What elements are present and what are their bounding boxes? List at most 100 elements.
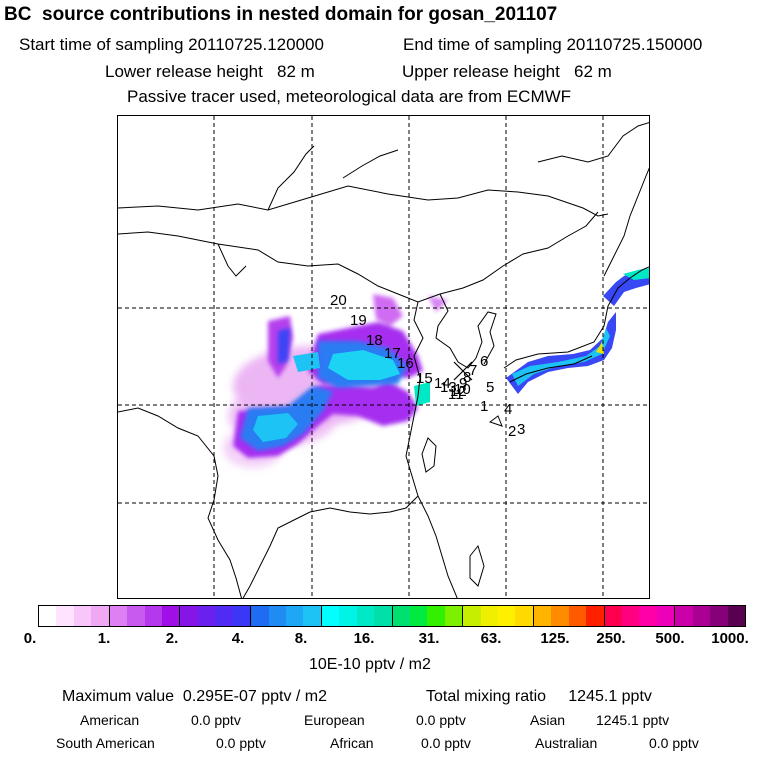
colorbar-swatch xyxy=(215,606,233,626)
colorbar-tick-label: 31. xyxy=(418,630,440,647)
total-mixing-ratio: Total mixing ratio 1245.1 pptv xyxy=(426,688,652,705)
american-value: 0.0 pptv xyxy=(191,712,241,728)
colorbar-swatch xyxy=(675,606,693,626)
label-14: 14 xyxy=(434,375,451,392)
colorbar-swatch xyxy=(56,606,74,626)
plume-cyan xyxy=(253,350,430,442)
colorbar-interval-2 xyxy=(180,606,252,626)
tracer-note: Passive tracer used, meteorological data… xyxy=(127,87,572,106)
asian-value: 1245.1 pptv xyxy=(596,712,670,728)
label-19: 19 xyxy=(350,312,367,329)
colorbar-swatch xyxy=(392,606,410,626)
label-10: 10 xyxy=(454,381,471,398)
colorbar-swatch xyxy=(180,606,198,626)
colorbar-tick-label: 125. xyxy=(540,630,570,647)
colorbar-swatch xyxy=(374,606,392,626)
colorbar-swatch xyxy=(444,606,463,626)
label-1: 1 xyxy=(480,398,488,415)
colorbar-interval-9 xyxy=(675,606,746,626)
european-label: European xyxy=(304,712,365,728)
label-15: 15 xyxy=(416,370,433,387)
colorbar-swatch xyxy=(73,606,92,626)
colorbar-interval-5 xyxy=(392,606,464,626)
colorbar-tick-label: 63. xyxy=(480,630,502,647)
colorbar-swatch xyxy=(268,606,286,626)
release-labels: 1 2 3 4 5 6 7 8 9 10 11 12 13 14 15 16 1… xyxy=(330,292,525,440)
label-8: 8 xyxy=(463,369,471,386)
colorbar-swatch xyxy=(251,606,269,626)
colorbar-tick-label: 0. xyxy=(23,630,37,647)
label-4: 4 xyxy=(504,401,512,418)
american-label: American xyxy=(80,712,140,728)
colorbar-interval-8 xyxy=(604,606,676,626)
colorbar-swatch xyxy=(463,606,481,626)
colorbar-tick-label: 8. xyxy=(294,630,308,647)
colorbar xyxy=(38,605,746,627)
colorbar-swatch xyxy=(692,606,711,626)
label-9: 9 xyxy=(459,375,467,392)
australian-label: Australian xyxy=(535,735,598,751)
label-5: 5 xyxy=(486,379,494,396)
colorbar-swatch xyxy=(498,606,516,626)
release-point-marker xyxy=(453,361,473,381)
colorbar-swatch xyxy=(533,606,552,626)
colorbar-swatch xyxy=(39,606,57,626)
colorbar-interval-4 xyxy=(321,606,393,626)
colorbar-swatch xyxy=(604,606,623,626)
coastlines xyxy=(118,122,649,598)
maximum-value: Maximum value 0.295E-07 pptv / m2 xyxy=(62,688,328,705)
colorbar-swatch xyxy=(727,606,746,626)
colorbar-tick-label: 250. xyxy=(596,630,626,647)
colorbar-swatch xyxy=(480,606,499,626)
colorbar-swatch xyxy=(91,606,109,626)
colorbar-swatch xyxy=(586,606,604,626)
label-20: 20 xyxy=(330,292,347,309)
colorbar-swatch xyxy=(427,606,445,626)
upper-release-height: Upper release height 62 m xyxy=(402,62,612,81)
south-american-label: South American xyxy=(56,735,155,751)
colorbar-interval-3 xyxy=(251,606,322,626)
colorbar-swatch xyxy=(232,606,251,626)
label-3: 3 xyxy=(517,421,525,438)
colorbar-swatch xyxy=(515,606,533,626)
label-16: 16 xyxy=(397,355,414,372)
lower-release-height: Lower release height 82 m xyxy=(105,62,315,81)
label-18: 18 xyxy=(366,332,383,349)
label-12: 12 xyxy=(450,383,467,400)
map-graticule xyxy=(118,116,649,598)
label-13: 13 xyxy=(440,379,457,396)
colorbar-swatch xyxy=(197,606,216,626)
colorbar-swatch xyxy=(109,606,128,626)
colorbar-tick-label: 500. xyxy=(655,630,685,647)
colorbar-swatch xyxy=(622,606,640,626)
colorbar-swatch xyxy=(551,606,569,626)
colorbar-swatch xyxy=(339,606,357,626)
colorbar-interval-6 xyxy=(463,606,534,626)
plot-title: BC source contributions in nested domain… xyxy=(4,4,558,25)
label-6: 6 xyxy=(480,353,488,370)
colorbar-interval-1 xyxy=(109,606,181,626)
label-17: 17 xyxy=(384,345,401,362)
colorbar-tick-label: 16. xyxy=(353,630,375,647)
map-canvas: 1 2 3 4 5 6 7 8 9 10 11 12 13 14 15 16 1… xyxy=(118,116,649,598)
colorbar-swatch xyxy=(321,606,340,626)
start-time-label: Start time of sampling 20110725.120000 xyxy=(19,35,324,54)
colorbar-swatch xyxy=(710,606,728,626)
asian-label: Asian xyxy=(530,712,566,728)
label-2: 2 xyxy=(508,423,516,440)
colorbar-swatch xyxy=(127,606,145,626)
label-11: 11 xyxy=(448,386,464,403)
european-value: 0.0 pptv xyxy=(416,712,466,728)
colorbar-swatch xyxy=(303,606,321,626)
colorbar-swatch xyxy=(568,606,587,626)
colorbar-swatch xyxy=(409,606,428,626)
end-time-label: End time of sampling 20110725.150000 xyxy=(403,35,703,54)
colorbar-swatch xyxy=(639,606,657,626)
colorbar-tick-label: 1000. xyxy=(711,630,749,647)
colorbar-interval-0 xyxy=(39,606,110,626)
colorbar-interval-7 xyxy=(533,606,605,626)
colorbar-unit: 10E-10 pptv / m2 xyxy=(309,656,431,673)
african-label: African xyxy=(330,735,374,751)
south-american-value: 0.0 pptv xyxy=(216,735,266,751)
colorbar-swatch xyxy=(161,606,180,626)
